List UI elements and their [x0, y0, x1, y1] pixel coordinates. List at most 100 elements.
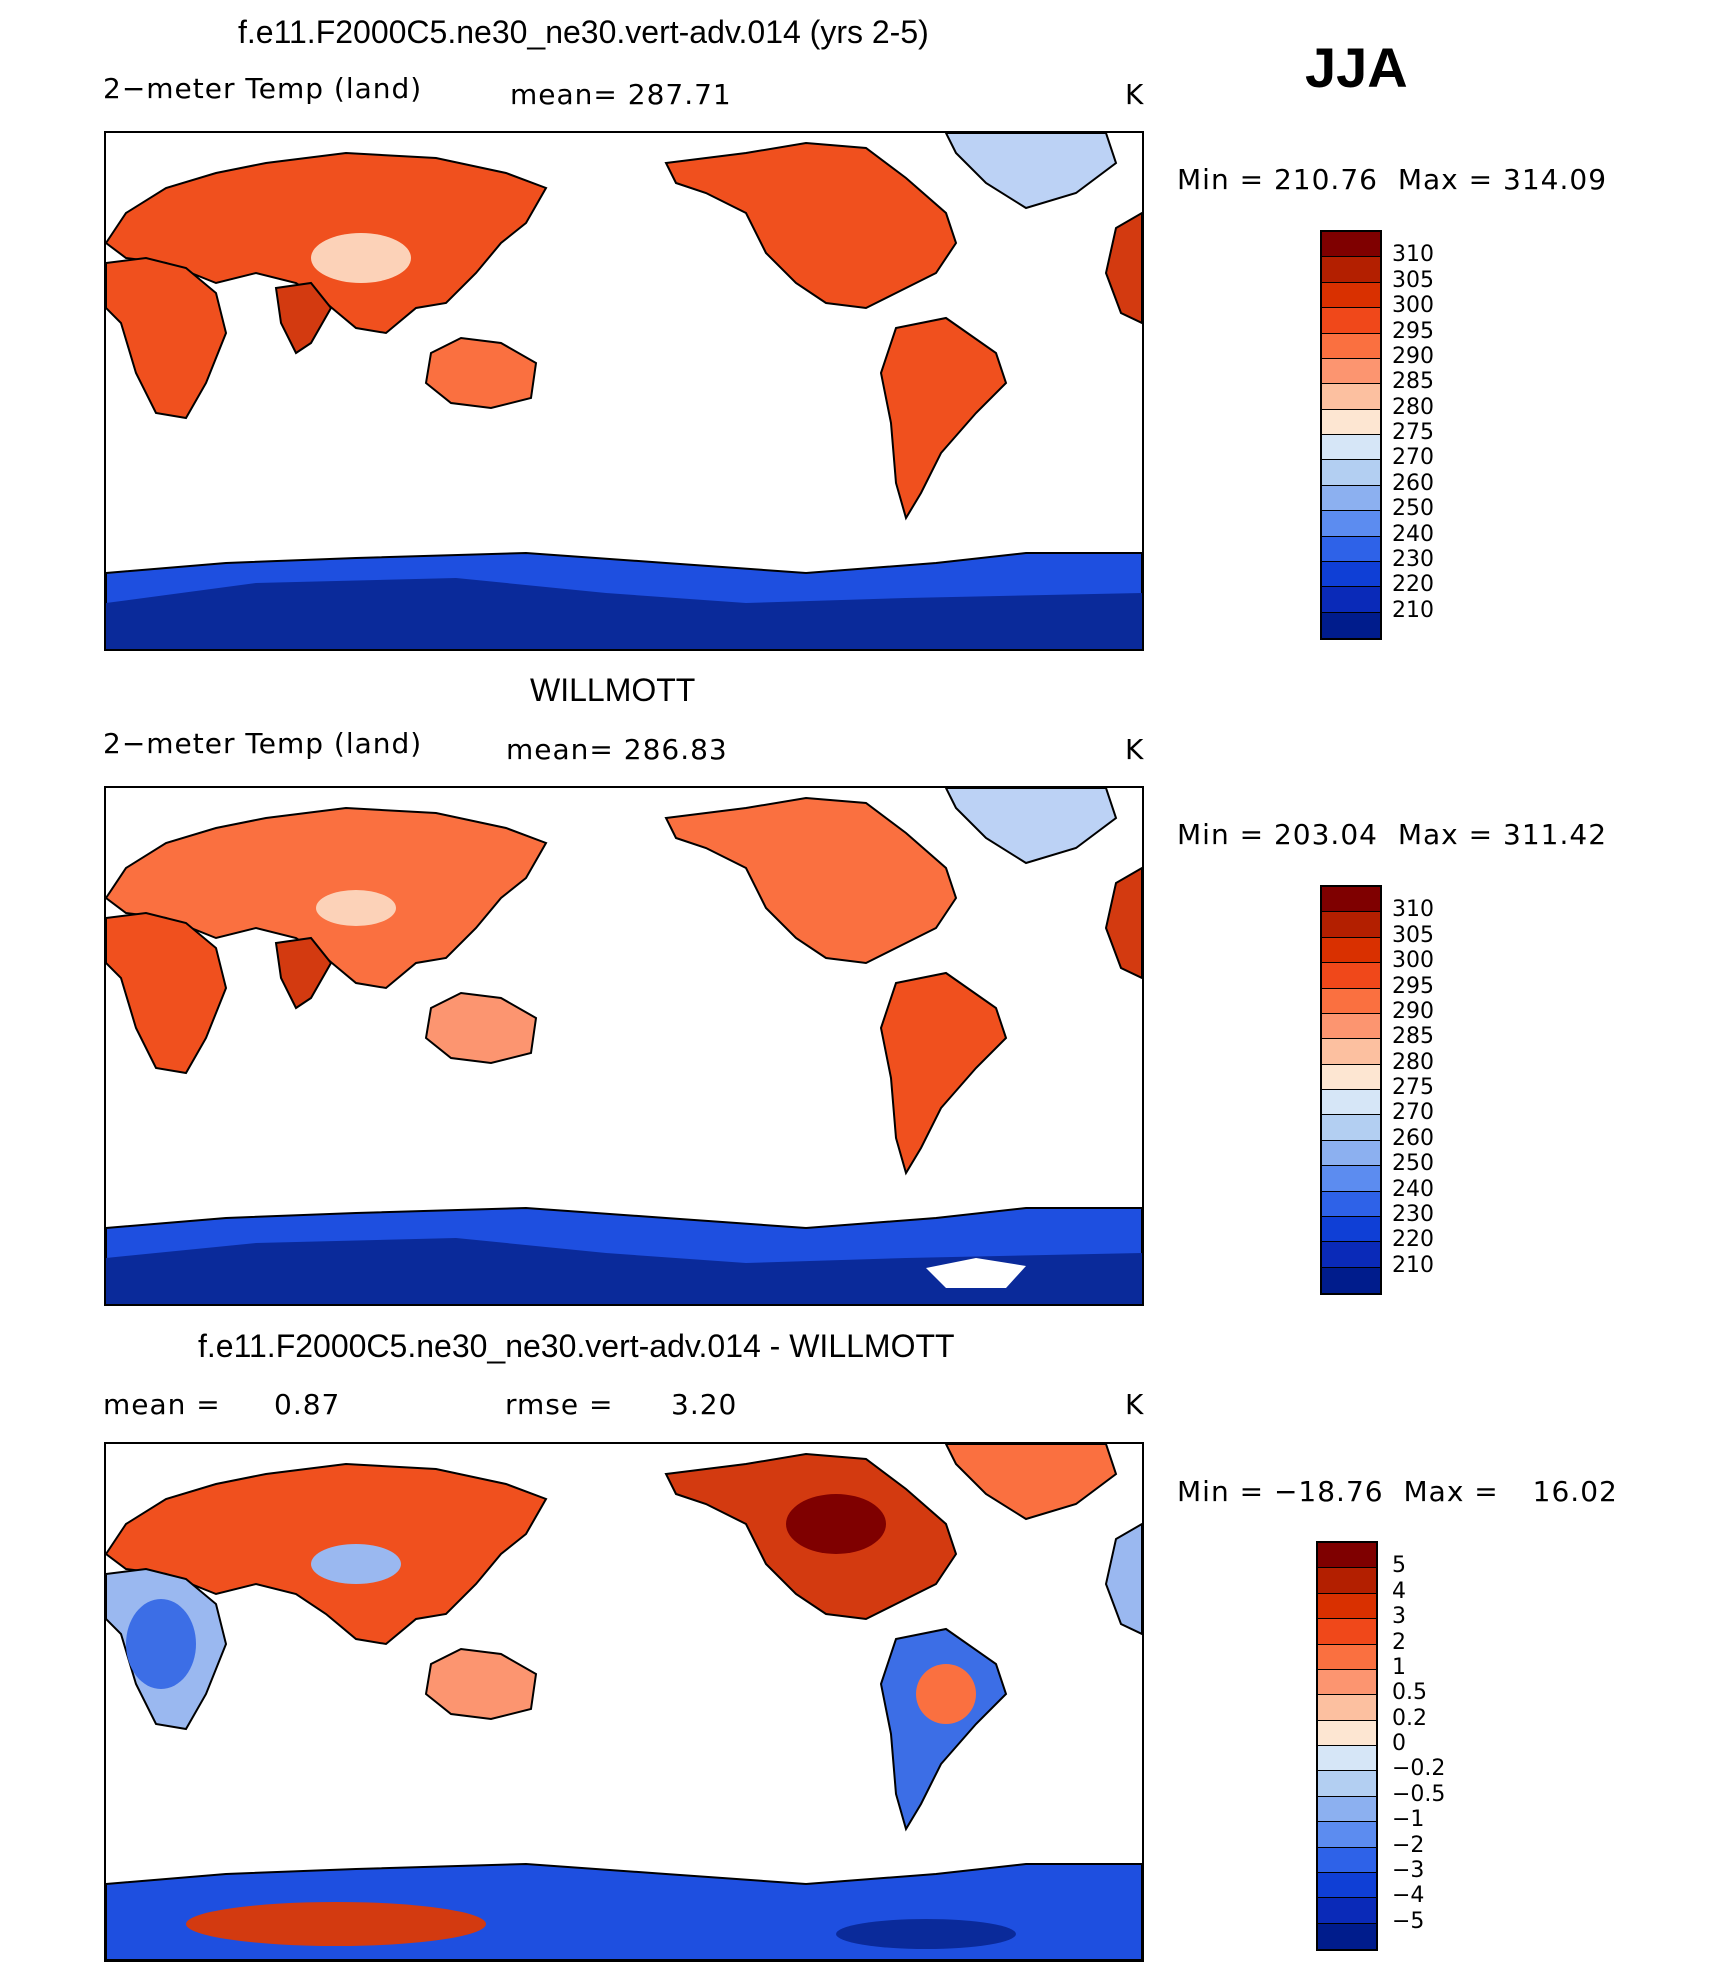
- panel-3-rmse-value: 3.20: [671, 1388, 738, 1421]
- panel-1-mean-label: mean= 287.71: [510, 78, 732, 111]
- tibet-cold-region: [311, 233, 411, 283]
- colorbar-segment: [1322, 1140, 1380, 1167]
- panel-2-min-eq: =: [1239, 818, 1274, 851]
- panel-3-mean-value: 0.87: [274, 1388, 341, 1421]
- colorbar-segment: [1322, 232, 1380, 258]
- colorbar-segment: [1322, 887, 1380, 913]
- colorbar-segment: [1322, 1090, 1380, 1116]
- africa-landmass: [106, 256, 228, 420]
- colorbar-level-label: 0.5: [1392, 1680, 1427, 1706]
- colorbar-segment: [1318, 1898, 1376, 1924]
- colorbar-level-label: −0.2: [1392, 1756, 1446, 1782]
- colorbar-level-label: 305: [1392, 922, 1434, 948]
- colorbar-level-label: 210: [1392, 597, 1434, 623]
- panel-3-max-label: Max: [1403, 1475, 1465, 1508]
- colorbar-segment: [1318, 1593, 1376, 1620]
- panel-2-map-svg: [106, 788, 1142, 1304]
- colorbar-level-label: 275: [1392, 1075, 1434, 1100]
- colorbar-level-label: 300: [1392, 293, 1434, 319]
- antarctica-white-patch: [926, 1258, 1026, 1288]
- colorbar-level-label: 300: [1392, 948, 1434, 974]
- colorbar-segment: [1318, 1695, 1376, 1721]
- colorbar-level-label: 210: [1392, 1252, 1434, 1278]
- colorbar-level-label: 1: [1392, 1654, 1406, 1680]
- panel-3-max-eq: =: [1474, 1475, 1509, 1508]
- africa-cold-anomaly: [126, 1599, 196, 1689]
- panel-3-title: f.e11.F2000C5.ne30_ne30.vert-adv.014 - W…: [198, 1328, 955, 1364]
- colorbar-segment: [1322, 282, 1380, 309]
- colorbar-segment: [1318, 1644, 1376, 1670]
- colorbar-segment: [1322, 963, 1380, 989]
- greenland-landmass: [944, 1444, 1118, 1521]
- colorbar-level-label: −5: [1392, 1908, 1425, 1934]
- colorbar-segment: [1318, 1923, 1376, 1949]
- panel-3-rmse-label: rmse =: [505, 1388, 614, 1421]
- panel-1-colorbar: [1320, 230, 1382, 640]
- colorbar-segment: [1322, 257, 1380, 283]
- colorbar-segment: [1318, 1771, 1376, 1797]
- colorbar-segment: [1322, 912, 1380, 938]
- colorbar-level-label: 270: [1392, 445, 1434, 471]
- south-america-landmass: [879, 971, 1008, 1176]
- panel-1-map-svg: [106, 133, 1142, 649]
- antarctica-warm-anomaly: [186, 1902, 486, 1946]
- colorbar-segment: [1322, 1115, 1380, 1141]
- colorbar-level-label: 240: [1392, 521, 1434, 547]
- panel-1-map: [104, 131, 1144, 651]
- colorbar-level-label: −2: [1392, 1832, 1425, 1858]
- colorbar-level-label: −3: [1392, 1857, 1425, 1883]
- season-label: JJA: [1305, 36, 1408, 99]
- australia-landmass: [424, 991, 538, 1065]
- panel-3-units-label: K: [1125, 1388, 1145, 1421]
- colorbar-segment: [1322, 937, 1380, 964]
- colorbar-level-label: 0: [1392, 1731, 1406, 1756]
- colorbar-segment: [1322, 1166, 1380, 1192]
- panel-2-min-max-label: Min = 203.04 Max = 311.42: [1177, 818, 1607, 851]
- west-africa-edge-landmass: [1104, 866, 1142, 980]
- colorbar-segment: [1322, 587, 1380, 613]
- colorbar-segment: [1322, 511, 1380, 537]
- colorbar-level-label: 4: [1392, 1578, 1406, 1604]
- greenland-landmass: [944, 788, 1118, 865]
- colorbar-segment: [1318, 1822, 1376, 1848]
- colorbar-segment: [1322, 1242, 1380, 1268]
- tibet-mixed-anomaly: [311, 1544, 401, 1584]
- colorbar-level-label: 5: [1392, 1553, 1406, 1579]
- colorbar-level-label: 280: [1392, 394, 1434, 420]
- colorbar-segment: [1318, 1872, 1376, 1899]
- panel-1-max-value: 314.09: [1503, 163, 1608, 196]
- colorbar-level-label: 260: [1392, 470, 1434, 496]
- colorbar-level-label: −4: [1392, 1883, 1425, 1909]
- colorbar-level-label: 240: [1392, 1176, 1434, 1202]
- colorbar-level-label: −1: [1392, 1807, 1425, 1833]
- colorbar-level-label: 285: [1392, 1024, 1434, 1050]
- panel-3-mean-label: mean =: [103, 1388, 221, 1421]
- north-america-hot-anomaly: [786, 1494, 886, 1554]
- colorbar-level-label: 230: [1392, 1201, 1434, 1227]
- panel-2-max-value: 311.42: [1503, 818, 1608, 851]
- panel-2-min-value: 203.04: [1273, 818, 1378, 851]
- colorbar-level-label: 0.2: [1392, 1705, 1427, 1731]
- colorbar-segment: [1322, 1013, 1380, 1040]
- colorbar-level-label: 250: [1392, 496, 1434, 522]
- colorbar-segment: [1318, 1543, 1376, 1569]
- colorbar-segment: [1322, 485, 1380, 512]
- india-landmass: [274, 281, 333, 355]
- panel-2-units-label: K: [1125, 733, 1145, 766]
- colorbar-segment: [1318, 1720, 1376, 1746]
- antarctica-cold-anomaly: [836, 1919, 1016, 1949]
- colorbar-segment: [1322, 1039, 1380, 1065]
- west-africa-edge-landmass: [1104, 211, 1142, 325]
- colorbar-level-label: 290: [1392, 998, 1434, 1024]
- colorbar-level-label: 285: [1392, 369, 1434, 395]
- colorbar-level-label: 310: [1392, 897, 1434, 923]
- panel-2-min-label: Min: [1177, 818, 1230, 851]
- colorbar-segment: [1322, 561, 1380, 588]
- colorbar-segment: [1322, 409, 1380, 435]
- panel-3-min-value: −18.76: [1273, 1475, 1384, 1508]
- panel-3-colorbar: [1316, 1541, 1378, 1951]
- colorbar-segment: [1322, 460, 1380, 486]
- antarctica-interior: [106, 578, 1142, 649]
- colorbar-segment: [1318, 1619, 1376, 1645]
- panel-3-min-label: Min: [1177, 1475, 1230, 1508]
